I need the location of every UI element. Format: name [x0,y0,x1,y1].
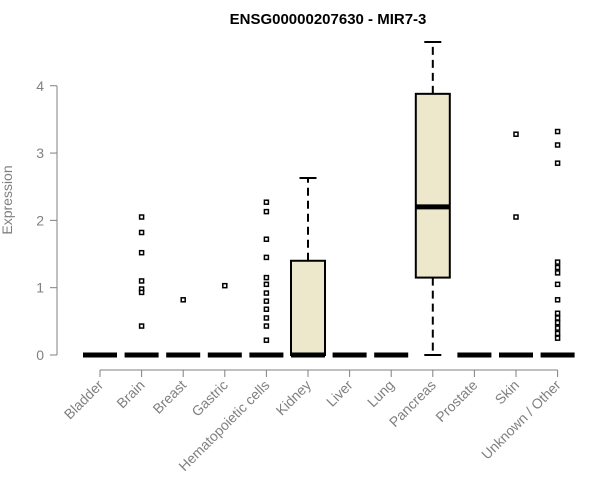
outlier-point [222,282,228,289]
outlier-point [263,281,270,288]
outlier-point [138,289,145,296]
outlier-point [263,274,270,281]
outlier-point [554,128,561,135]
outlier-point [554,330,561,337]
outlier-point [554,335,561,341]
y-tick-label: 1 [36,280,44,296]
outlier-point [554,319,561,326]
outlier-point [138,229,145,236]
x-tick-label: Breast [149,377,189,417]
y-tick-label: 4 [36,78,44,94]
outlier-point [180,297,186,303]
box-11 [540,128,575,358]
x-tick-label: Unknown / Other [478,377,564,463]
outlier-point [263,199,270,205]
x-tick-label: Brain [113,377,147,411]
outlier-point [554,259,561,265]
outlier-point [263,254,270,261]
iqr-box [414,92,451,279]
outlier-point [513,131,519,137]
outlier-point [263,298,270,304]
outlier-point [554,315,561,321]
outlier-point [554,325,561,331]
outlier-point [513,214,519,220]
box-4 [249,199,284,358]
outlier-point [554,297,561,303]
outlier-point [263,337,270,343]
outlier-point [263,306,270,312]
outlier-point [554,264,561,271]
outlier-point [554,270,561,276]
x-tick-label: Lung [364,377,397,410]
outlier-point [138,214,145,220]
box-5 [290,176,326,358]
x-tick-label: Liver [323,377,356,410]
outlier-point [554,142,561,148]
outlier-point [554,160,561,166]
box-8 [414,41,451,356]
x-tick-label: Skin [492,377,523,408]
outlier-point [554,310,561,317]
x-tick-label: Kidney [273,377,315,419]
outlier-point [263,315,270,321]
outlier-point [138,323,145,329]
x-tick-label: Bladder [61,377,107,423]
outlier-point [138,278,145,284]
y-tick-label: 3 [36,145,44,161]
y-tick-label: 2 [36,212,44,228]
chart-title: ENSG00000207630 - MIR7-3 [230,11,427,28]
box-1 [124,214,159,358]
x-tick-label: Prostate [432,377,480,425]
outlier-point [263,208,270,215]
y-axis-label: Expression [0,165,15,234]
y-axis: 0 1 2 3 4 [36,78,58,363]
box-2 [166,297,201,358]
y-tick-label: 0 [36,347,44,363]
box-10 [499,131,533,358]
outlier-point [263,323,270,329]
iqr-box [290,259,326,356]
outlier-point [554,281,561,288]
boxes-layer [83,41,575,358]
outlier-point [263,236,270,242]
outlier-point [138,249,145,256]
outlier-point [263,290,270,296]
box-3 [207,282,242,358]
